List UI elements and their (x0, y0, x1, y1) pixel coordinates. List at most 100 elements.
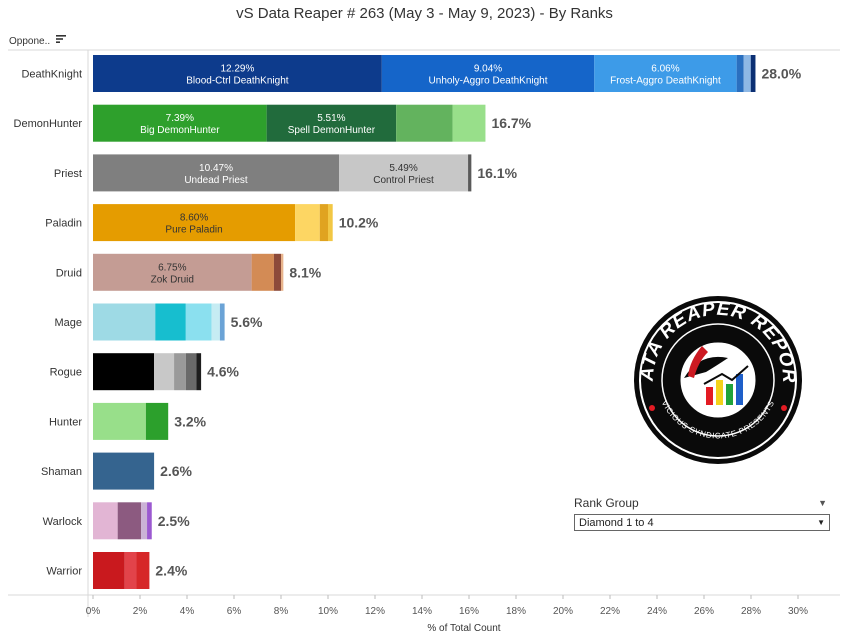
total-label: 8.1% (289, 264, 321, 280)
x-tick-label: 6% (227, 606, 242, 617)
sort-descending-icon[interactable] (55, 34, 67, 44)
bar-segment[interactable] (147, 502, 152, 540)
bar-segment[interactable] (155, 303, 186, 341)
bar-row-paladin[interactable]: Paladin 8.60%Pure Paladin 10.2% (45, 204, 379, 242)
bar-row-demonhunter[interactable]: DemonHunter 7.39%Big DemonHunter 5.51%Spel… (14, 104, 532, 142)
bar-segment[interactable] (93, 353, 155, 391)
bar-segment[interactable] (93, 452, 155, 490)
x-tick-label: 10% (318, 606, 338, 617)
category-label: Priest (54, 168, 82, 180)
category-label: DeathKnight (21, 69, 82, 81)
bar-row-rogue[interactable]: Rogue 4.6% (50, 353, 240, 391)
total-label: 5.6% (231, 314, 263, 330)
segment-deck-label: Blood-Ctrl DeathKnight (186, 76, 288, 87)
category-label: Druid (56, 267, 82, 279)
bar-segment[interactable] (93, 154, 340, 192)
total-label: 3.2% (174, 413, 206, 429)
bar-segment[interactable] (185, 353, 197, 391)
segment-deck-label: Unholy-Aggro DeathKnight (429, 76, 548, 87)
bar-segment[interactable] (93, 55, 382, 92)
bar-segment[interactable] (219, 303, 225, 341)
segment-value-label: 7.39% (166, 113, 194, 124)
filter-title: Rank Group (574, 496, 639, 510)
bar-row-shaman[interactable]: Shaman 2.6% (41, 452, 193, 490)
chart-frame (8, 49, 840, 617)
bar-segment[interactable] (196, 353, 202, 391)
bar-segment[interactable] (251, 253, 274, 291)
x-tick-label: 14% (412, 606, 432, 617)
bar-segment[interactable] (174, 353, 186, 391)
segment-deck-label: Pure Paladin (165, 225, 222, 236)
category-label: Shaman (41, 466, 82, 478)
bar-segment[interactable] (136, 552, 150, 589)
bar-row-warlock[interactable]: Warlock 2.5% (43, 502, 191, 540)
bar-segment[interactable] (93, 402, 146, 440)
bar-segment[interactable] (736, 55, 744, 92)
x-axis-title: % of Total Count (427, 623, 500, 634)
x-tick-label: 26% (694, 606, 714, 617)
chart-title: vS Data Reaper # 263 (May 3 - May 9, 202… (236, 5, 613, 22)
bar-segment[interactable] (381, 55, 595, 92)
bar-segment[interactable] (750, 55, 756, 92)
segment-deck-label: Frost-Aggro DeathKnight (610, 76, 721, 87)
bar-segment[interactable] (339, 154, 469, 192)
bar-segment[interactable] (594, 55, 737, 92)
bar-segment[interactable] (93, 104, 267, 142)
x-tick-label: 8% (274, 606, 289, 617)
bar-segment[interactable] (281, 253, 284, 291)
rank-group-select[interactable]: Diamond 1 to 4 ▼ (574, 514, 830, 531)
segment-value-label: 8.60% (180, 213, 208, 224)
total-label: 16.7% (491, 115, 531, 131)
rank-group-filter: Rank Group ▼ Diamond 1 to 4 ▼ (574, 496, 830, 531)
bar-segment[interactable] (266, 104, 397, 142)
bar-segment[interactable] (396, 104, 453, 142)
total-label: 16.1% (477, 165, 517, 181)
filter-menu-chevron-icon[interactable]: ▼ (818, 498, 827, 508)
bar-row-deathknight[interactable]: DeathKnight 12.29%Blood-Ctrl DeathKnight 9… (21, 55, 802, 92)
bar-segment[interactable] (145, 402, 169, 440)
category-label: Rogue (50, 367, 82, 379)
total-label: 2.4% (155, 563, 187, 579)
bar-row-mage[interactable]: Mage 5.6% (54, 303, 263, 341)
bar-row-hunter[interactable]: Hunter 3.2% (49, 402, 207, 440)
x-tick-label: 12% (365, 606, 385, 617)
bar-segment[interactable] (273, 253, 281, 291)
segment-value-label: 6.06% (651, 64, 679, 75)
category-label: Warrior (46, 566, 82, 578)
bar-segment[interactable] (154, 353, 175, 391)
category-label: Paladin (45, 218, 82, 230)
bar-segment[interactable] (117, 502, 142, 540)
segment-deck-label: Control Priest (373, 175, 434, 186)
rank-group-selected-value: Diamond 1 to 4 (579, 516, 654, 529)
bar-row-priest[interactable]: Priest 10.47%Undead Priest 5.49%Control Pr… (54, 154, 518, 192)
bar-segment[interactable] (93, 303, 156, 341)
x-tick-label: 2% (133, 606, 148, 617)
bar-segment[interactable] (452, 104, 486, 142)
total-label: 4.6% (207, 364, 239, 380)
bar-segment[interactable] (93, 253, 252, 291)
bar-segment[interactable] (743, 55, 751, 92)
bar-segment[interactable] (468, 154, 472, 192)
x-axis: 0% 2% 4% 6% 8% 10% 12% 14% 16% 18% 20% 22% 24% 26% 28%… (86, 595, 808, 634)
segment-deck-label: Undead Priest (184, 175, 248, 186)
bar-segment[interactable] (93, 502, 118, 540)
segment-value-label: 9.04% (474, 64, 502, 75)
bar-segment[interactable] (185, 303, 212, 341)
bar-row-druid[interactable]: Druid 6.75%Zok Druid 8.1% (56, 253, 322, 291)
bar-segment[interactable] (141, 502, 148, 540)
bar-segment[interactable] (124, 552, 137, 589)
bar-segment[interactable] (319, 204, 328, 242)
segment-value-label: 12.29% (220, 64, 254, 75)
chevron-down-icon[interactable]: ▼ (817, 518, 825, 527)
bar-row-warrior[interactable]: Warrior 2.4% (46, 552, 188, 589)
segment-deck-label: Zok Druid (151, 274, 194, 285)
bar-segment[interactable] (328, 204, 333, 242)
bar-segment[interactable] (211, 303, 220, 341)
sort-field-label[interactable]: Oppone.. (9, 36, 51, 47)
segment-value-label: 5.51% (317, 113, 345, 124)
bar-segment[interactable] (295, 204, 320, 242)
x-tick-label: 24% (647, 606, 667, 617)
bar-segment[interactable] (93, 204, 296, 242)
bar-segment[interactable] (93, 552, 125, 589)
